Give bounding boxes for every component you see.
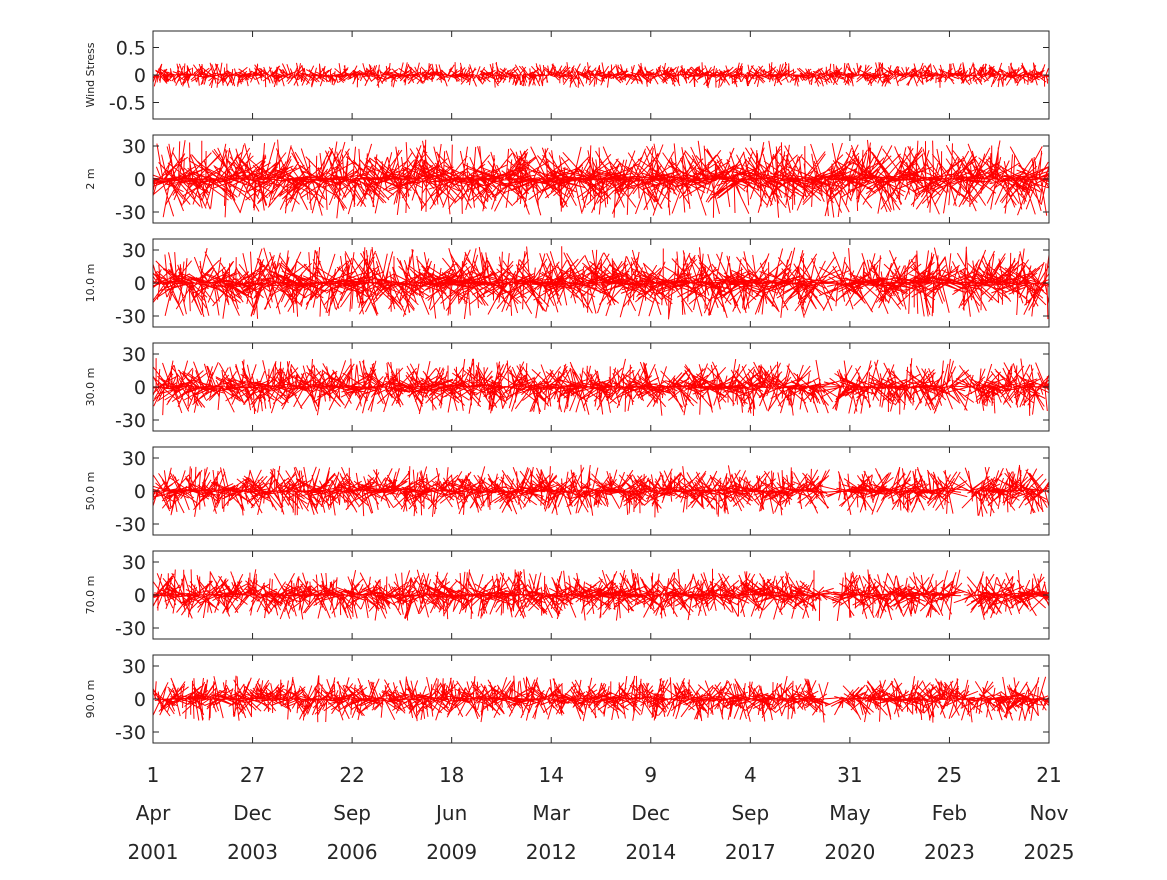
x-tick-label-day: 18 (439, 763, 464, 787)
x-tick-label-day: 27 (240, 763, 265, 787)
stick-path (153, 358, 1049, 416)
panel-7: 30 0 -30 90.0 m (84, 654, 1050, 744)
y-tick-label: 0 (134, 585, 146, 607)
y-tick-label: 30 (122, 552, 146, 574)
y-tick-label: 0 (134, 65, 146, 87)
x-tick-label-year: 2014 (625, 840, 676, 864)
y-tick-label: 0 (134, 481, 146, 503)
x-tick-label-day: 31 (837, 763, 862, 787)
y-tick-label: -30 (115, 202, 146, 224)
x-tick-label-year: 2009 (426, 840, 477, 864)
x-tick-label-day: 22 (339, 763, 364, 787)
x-tick-label-month: Mar (532, 801, 571, 825)
panel-1: 0.5 0 -0.5 Wind Stress (84, 30, 1050, 120)
x-tick-label-month: Dec (631, 801, 670, 825)
x-tick-label-year: 2020 (824, 840, 875, 864)
y-tick-label: 30 (122, 344, 146, 366)
x-tick-label-day: 9 (644, 763, 657, 787)
x-tick-label-year: 2023 (924, 840, 975, 864)
panel-2: 30 0 -30 2 m (84, 134, 1050, 224)
vector-sticks (153, 464, 1049, 518)
y-axis-label: 2 m (84, 168, 97, 189)
x-tick-label-year: 2001 (128, 840, 179, 864)
y-tick-label: 30 (122, 240, 146, 262)
panel-5: 30 0 -30 50.0 m (84, 446, 1050, 536)
panels: 0.5 0 -0.5 Wind Stress 30 0 -30 2 m 30 0 -30 10.0 m… (84, 30, 1050, 744)
y-axis-label: 10.0 m (84, 264, 97, 303)
x-tick-label-day: 1 (147, 763, 160, 787)
y-tick-label: 30 (122, 656, 146, 678)
x-tick-label-month: Sep (333, 801, 371, 825)
x-tick-label-year: 2025 (1024, 840, 1075, 864)
panel-3: 30 0 -30 10.0 m (84, 238, 1050, 328)
x-tick-label-day: 21 (1036, 763, 1061, 787)
x-tick-label-day: 25 (937, 763, 962, 787)
y-tick-label: 30 (122, 136, 146, 158)
y-tick-label: 0.5 (116, 38, 146, 60)
y-tick-label: -30 (115, 306, 146, 328)
vector-sticks (153, 246, 1049, 320)
stick-path (153, 139, 1049, 219)
x-tick-label-day: 4 (744, 763, 757, 787)
vector-sticks (153, 139, 1049, 219)
x-tick-label-month: Feb (932, 801, 967, 825)
stick-path (153, 675, 1049, 723)
vector-sticks (153, 358, 1049, 416)
x-tick-label-year: 2012 (526, 840, 577, 864)
y-tick-label: 0 (134, 273, 146, 295)
x-tick-label-month: May (829, 801, 871, 825)
y-tick-label: 30 (122, 448, 146, 470)
x-tick-label-month: Nov (1029, 801, 1068, 825)
y-tick-label: 0 (134, 377, 146, 399)
stick-path (153, 464, 1049, 518)
y-tick-label: -30 (115, 410, 146, 432)
panel-6: 30 0 -30 70.0 m (84, 550, 1050, 640)
x-tick-label-month: Apr (136, 801, 171, 825)
stick-path (153, 568, 1049, 621)
y-axis-label: 90.0 m (84, 680, 97, 719)
y-tick-label: 0 (134, 169, 146, 191)
stick-path (153, 246, 1049, 320)
x-tick-label-day: 14 (538, 763, 563, 787)
x-tick-label-month: Sep (731, 801, 769, 825)
y-axis-label: 30.0 m (84, 368, 97, 407)
y-tick-label: 0 (134, 689, 146, 711)
y-axis-label: Wind Stress (84, 42, 97, 107)
panel-4: 30 0 -30 30.0 m (84, 342, 1050, 432)
y-tick-label: -30 (115, 514, 146, 536)
y-tick-label: -0.5 (109, 93, 146, 115)
x-tick-label-month: Jun (434, 801, 467, 825)
x-axis: 1 Apr 2001 27 Dec 2003 22 Sep 2006 18 Jun 2009 14 Mar… (128, 763, 1075, 864)
x-tick-label-year: 2006 (327, 840, 378, 864)
x-tick-label-year: 2017 (725, 840, 776, 864)
vector-sticks (153, 568, 1049, 621)
x-tick-label-month: Dec (233, 801, 272, 825)
y-axis-label: 70.0 m (84, 576, 97, 615)
y-tick-label: -30 (115, 618, 146, 640)
vector-sticks (153, 61, 1049, 89)
y-tick-label: -30 (115, 722, 146, 744)
x-tick-label-year: 2003 (227, 840, 278, 864)
stick-path (153, 61, 1049, 89)
vector-sticks (153, 675, 1049, 723)
y-axis-label: 50.0 m (84, 472, 97, 511)
